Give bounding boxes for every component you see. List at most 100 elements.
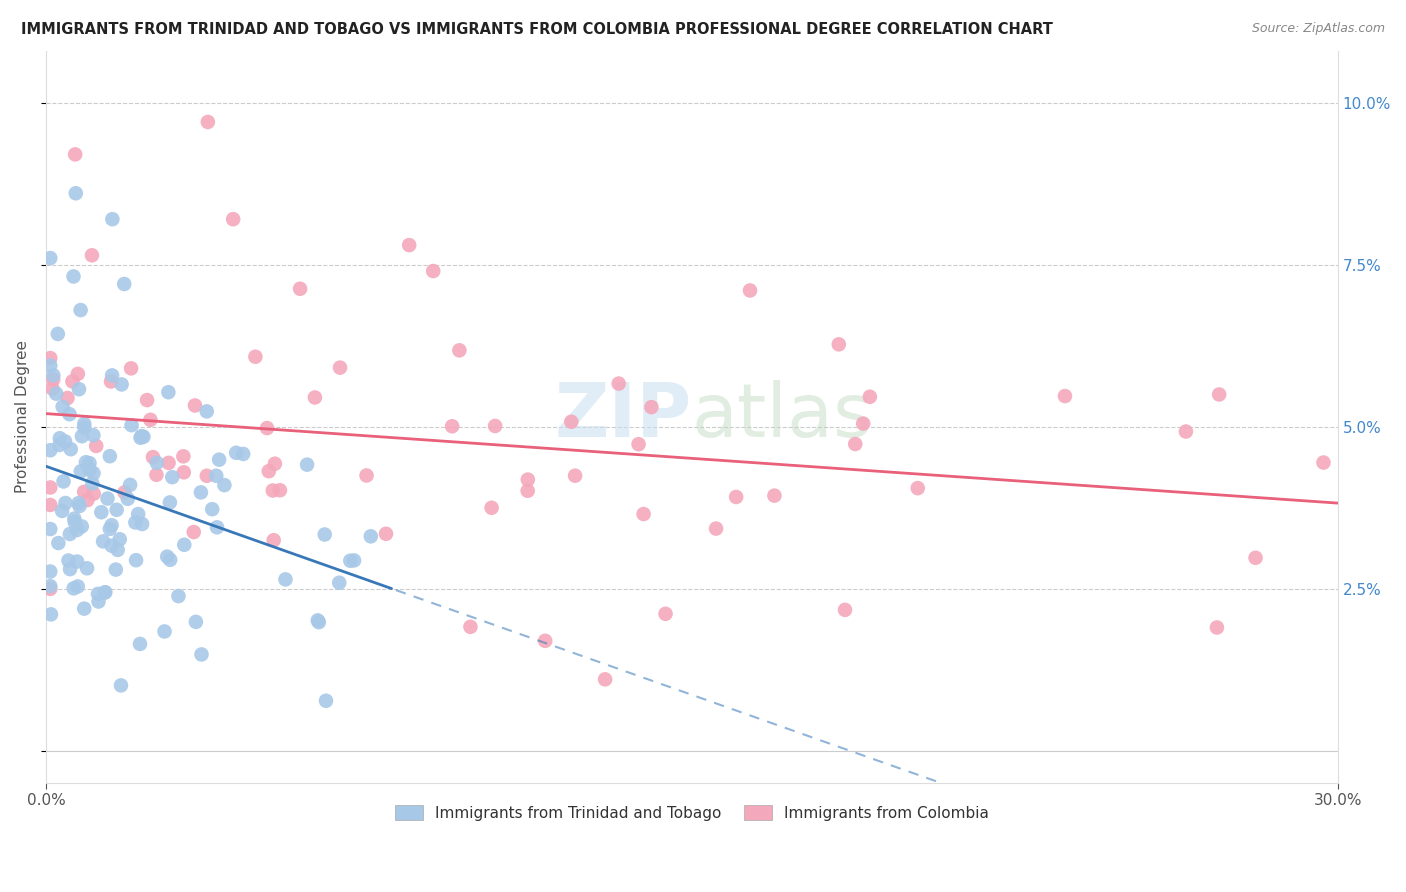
Point <box>328 575 350 590</box>
Point <box>59 442 82 457</box>
Point <box>142 450 165 464</box>
Point <box>173 466 195 480</box>
Point <box>121 418 143 433</box>
Text: Source: ZipAtlas.com: Source: ZipAtlas.com <box>1251 22 1385 36</box>
Point <box>58 407 80 421</box>
Point <box>167 589 190 603</box>
Point <box>201 502 224 516</box>
Point <box>45 386 67 401</box>
Point <box>108 533 131 547</box>
Point <box>131 429 153 443</box>
Point <box>184 399 207 413</box>
Point <box>69 464 91 478</box>
Point <box>66 523 89 537</box>
Point <box>1206 620 1229 634</box>
Point <box>145 467 167 482</box>
Point <box>859 390 882 404</box>
Point <box>360 529 382 543</box>
Point <box>67 496 90 510</box>
Point <box>42 368 65 383</box>
Point <box>39 579 62 593</box>
Point <box>375 526 398 541</box>
Point <box>640 400 662 414</box>
Point <box>69 303 91 318</box>
Point <box>110 377 132 392</box>
Point <box>70 519 93 533</box>
Point <box>66 367 89 381</box>
Y-axis label: Professional Degree: Professional Degree <box>15 341 30 493</box>
Point <box>704 522 727 536</box>
Point <box>136 393 159 408</box>
Point <box>190 648 212 662</box>
Point <box>738 284 761 298</box>
Point <box>834 603 856 617</box>
Point <box>58 553 80 567</box>
Point <box>87 587 110 601</box>
Point <box>159 553 181 567</box>
Point <box>190 485 212 500</box>
Point <box>356 468 378 483</box>
Point <box>1174 425 1197 439</box>
Point <box>205 520 228 534</box>
Text: atlas: atlas <box>692 380 873 453</box>
Point <box>308 615 330 630</box>
Point <box>39 565 62 579</box>
Point <box>39 481 62 495</box>
Point <box>39 359 62 373</box>
Point <box>449 343 471 358</box>
Point <box>607 376 630 391</box>
Point <box>256 421 278 435</box>
Point <box>329 360 352 375</box>
Point <box>62 582 84 596</box>
Point <box>41 382 63 396</box>
Point <box>46 326 69 341</box>
Point <box>1208 387 1230 401</box>
Point <box>82 428 104 442</box>
Point <box>127 507 149 521</box>
Point <box>52 475 75 489</box>
Point <box>257 464 280 478</box>
Text: IMMIGRANTS FROM TRINIDAD AND TOBAGO VS IMMIGRANTS FROM COLOMBIA PROFESSIONAL DEG: IMMIGRANTS FROM TRINIDAD AND TOBAGO VS I… <box>21 22 1053 37</box>
Point <box>63 511 86 525</box>
Point <box>42 372 65 386</box>
Point <box>195 468 218 483</box>
Point <box>101 212 124 227</box>
Point <box>59 562 82 576</box>
Point <box>274 573 297 587</box>
Point <box>214 478 236 492</box>
Point <box>339 554 361 568</box>
Point <box>66 555 89 569</box>
Point <box>245 350 267 364</box>
Point <box>96 491 118 506</box>
Point <box>157 456 180 470</box>
Point <box>304 391 326 405</box>
Point <box>343 553 366 567</box>
Point <box>49 431 72 445</box>
Point <box>73 417 96 431</box>
Point <box>98 449 121 463</box>
Point <box>39 251 62 265</box>
Point <box>73 601 96 615</box>
Point <box>79 456 101 470</box>
Point <box>39 351 62 365</box>
Point <box>593 673 616 687</box>
Point <box>39 607 62 622</box>
Point <box>633 507 655 521</box>
Point <box>117 491 139 506</box>
Point <box>763 489 786 503</box>
Point <box>131 516 153 531</box>
Point <box>907 481 929 495</box>
Point <box>422 264 444 278</box>
Point <box>263 533 285 548</box>
Point <box>110 678 132 692</box>
Point <box>120 478 142 492</box>
Point <box>69 499 91 513</box>
Point <box>56 391 79 405</box>
Point <box>208 452 231 467</box>
Point <box>112 277 135 291</box>
Point <box>481 500 503 515</box>
Point <box>63 515 86 529</box>
Point <box>146 456 169 470</box>
Point <box>75 455 97 469</box>
Point <box>725 490 748 504</box>
